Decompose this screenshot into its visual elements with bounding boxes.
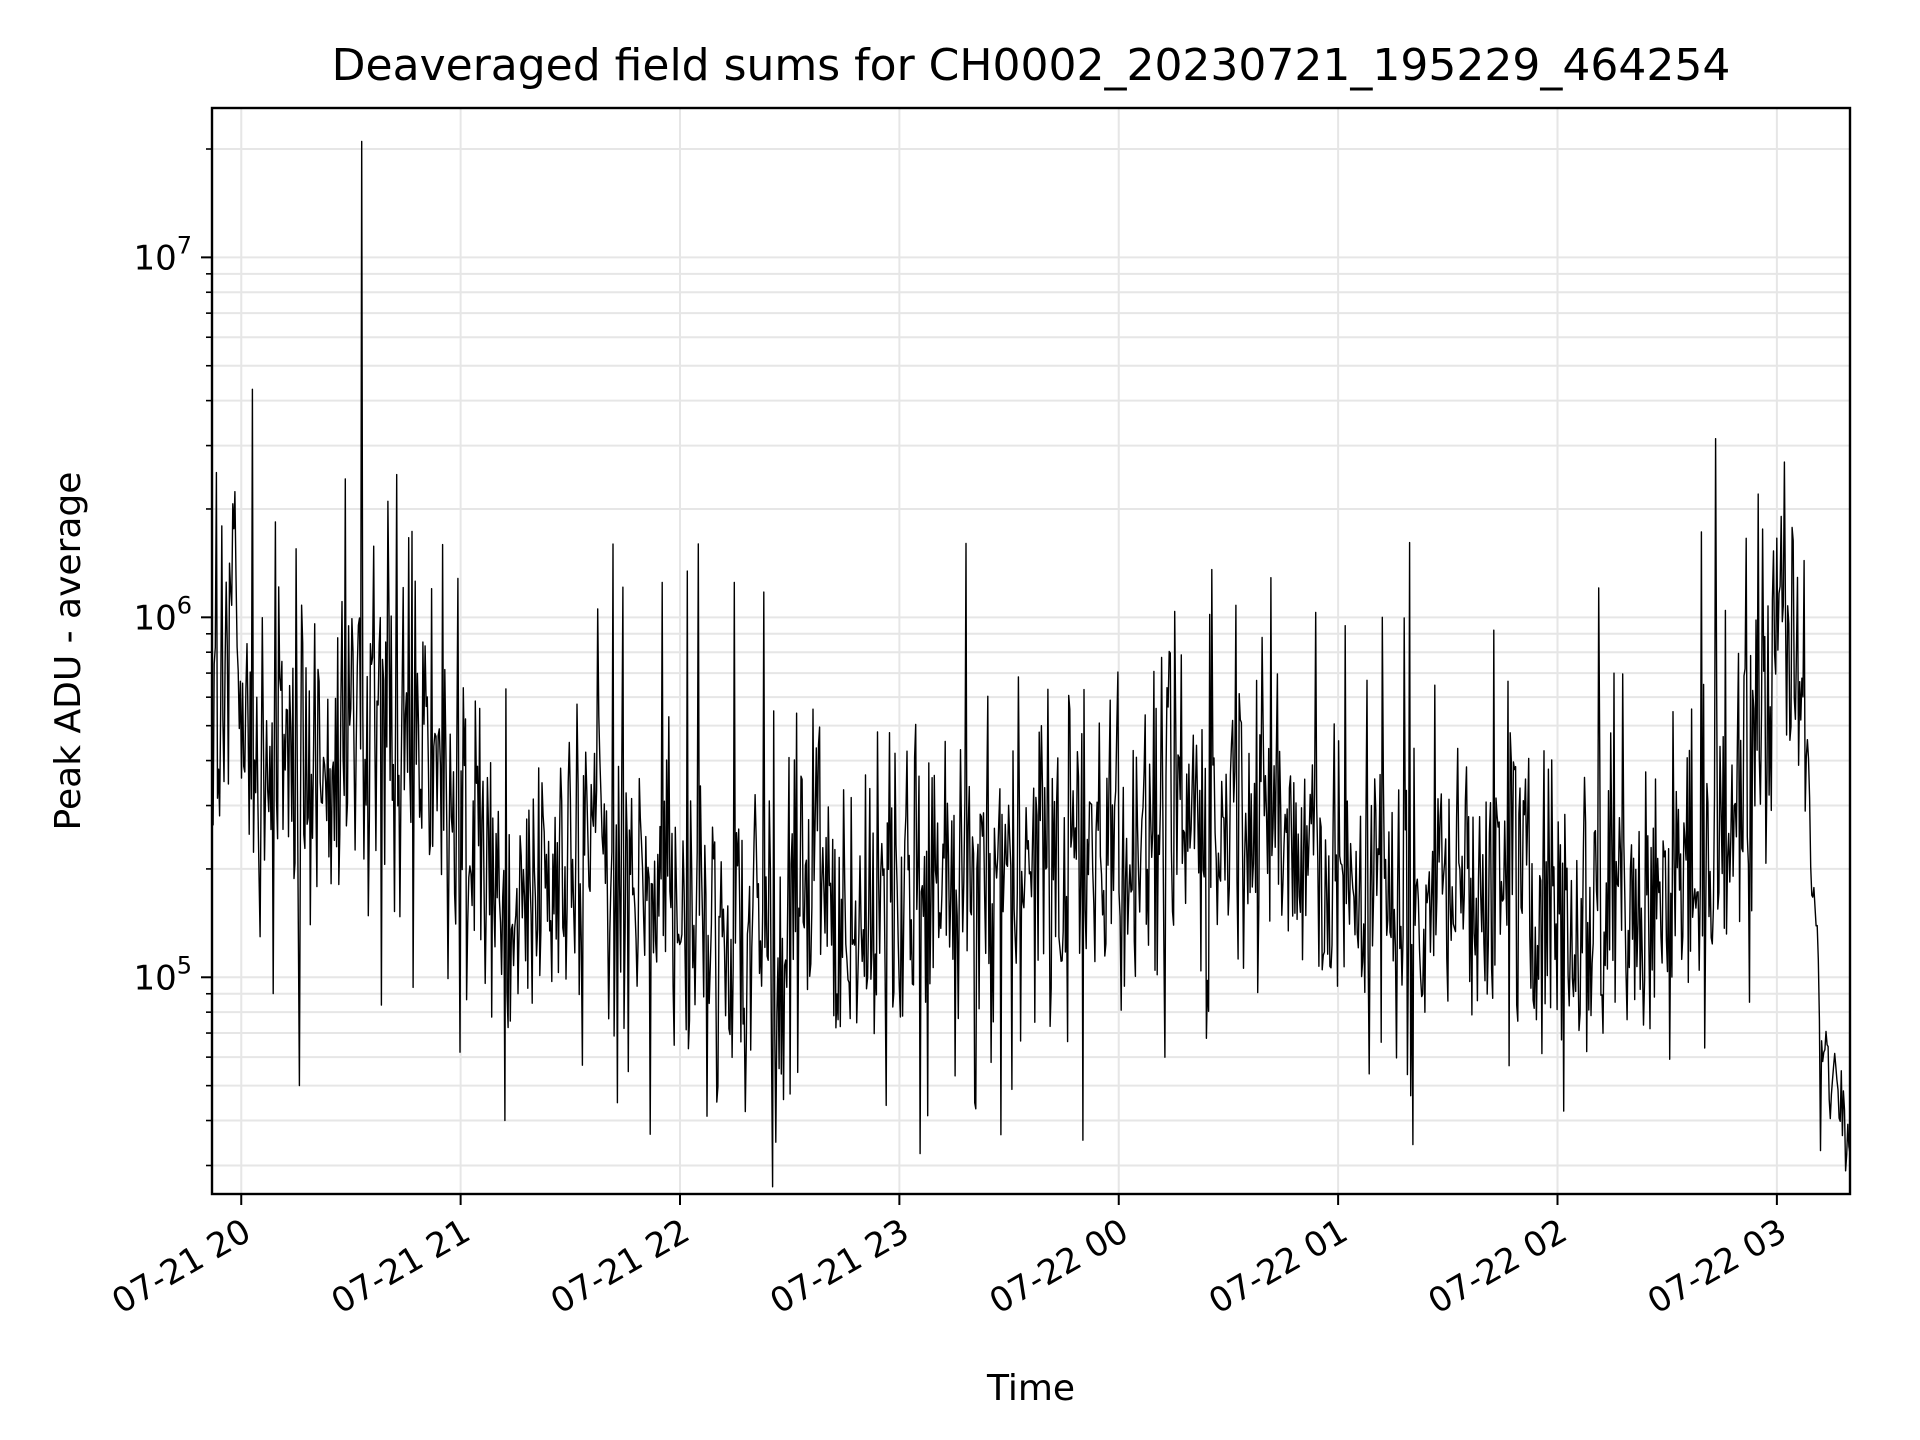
- y-tick-label: 107: [133, 231, 192, 278]
- y-axis: 105 106 107: [133, 148, 212, 1167]
- y-tick-label: 106: [133, 591, 192, 638]
- y-tick-label: 105: [133, 951, 192, 998]
- series-layer: [211, 140, 1851, 1188]
- series-line: [211, 140, 1851, 1188]
- plot-frame: [210, 106, 1852, 1196]
- y-axis-label: Peak ADU - average: [48, 472, 89, 831]
- x-axis-label: Time: [986, 1368, 1075, 1409]
- chart-title: Deaveraged field sums for CH0002_2023072…: [332, 40, 1731, 91]
- grid: [212, 108, 1850, 1194]
